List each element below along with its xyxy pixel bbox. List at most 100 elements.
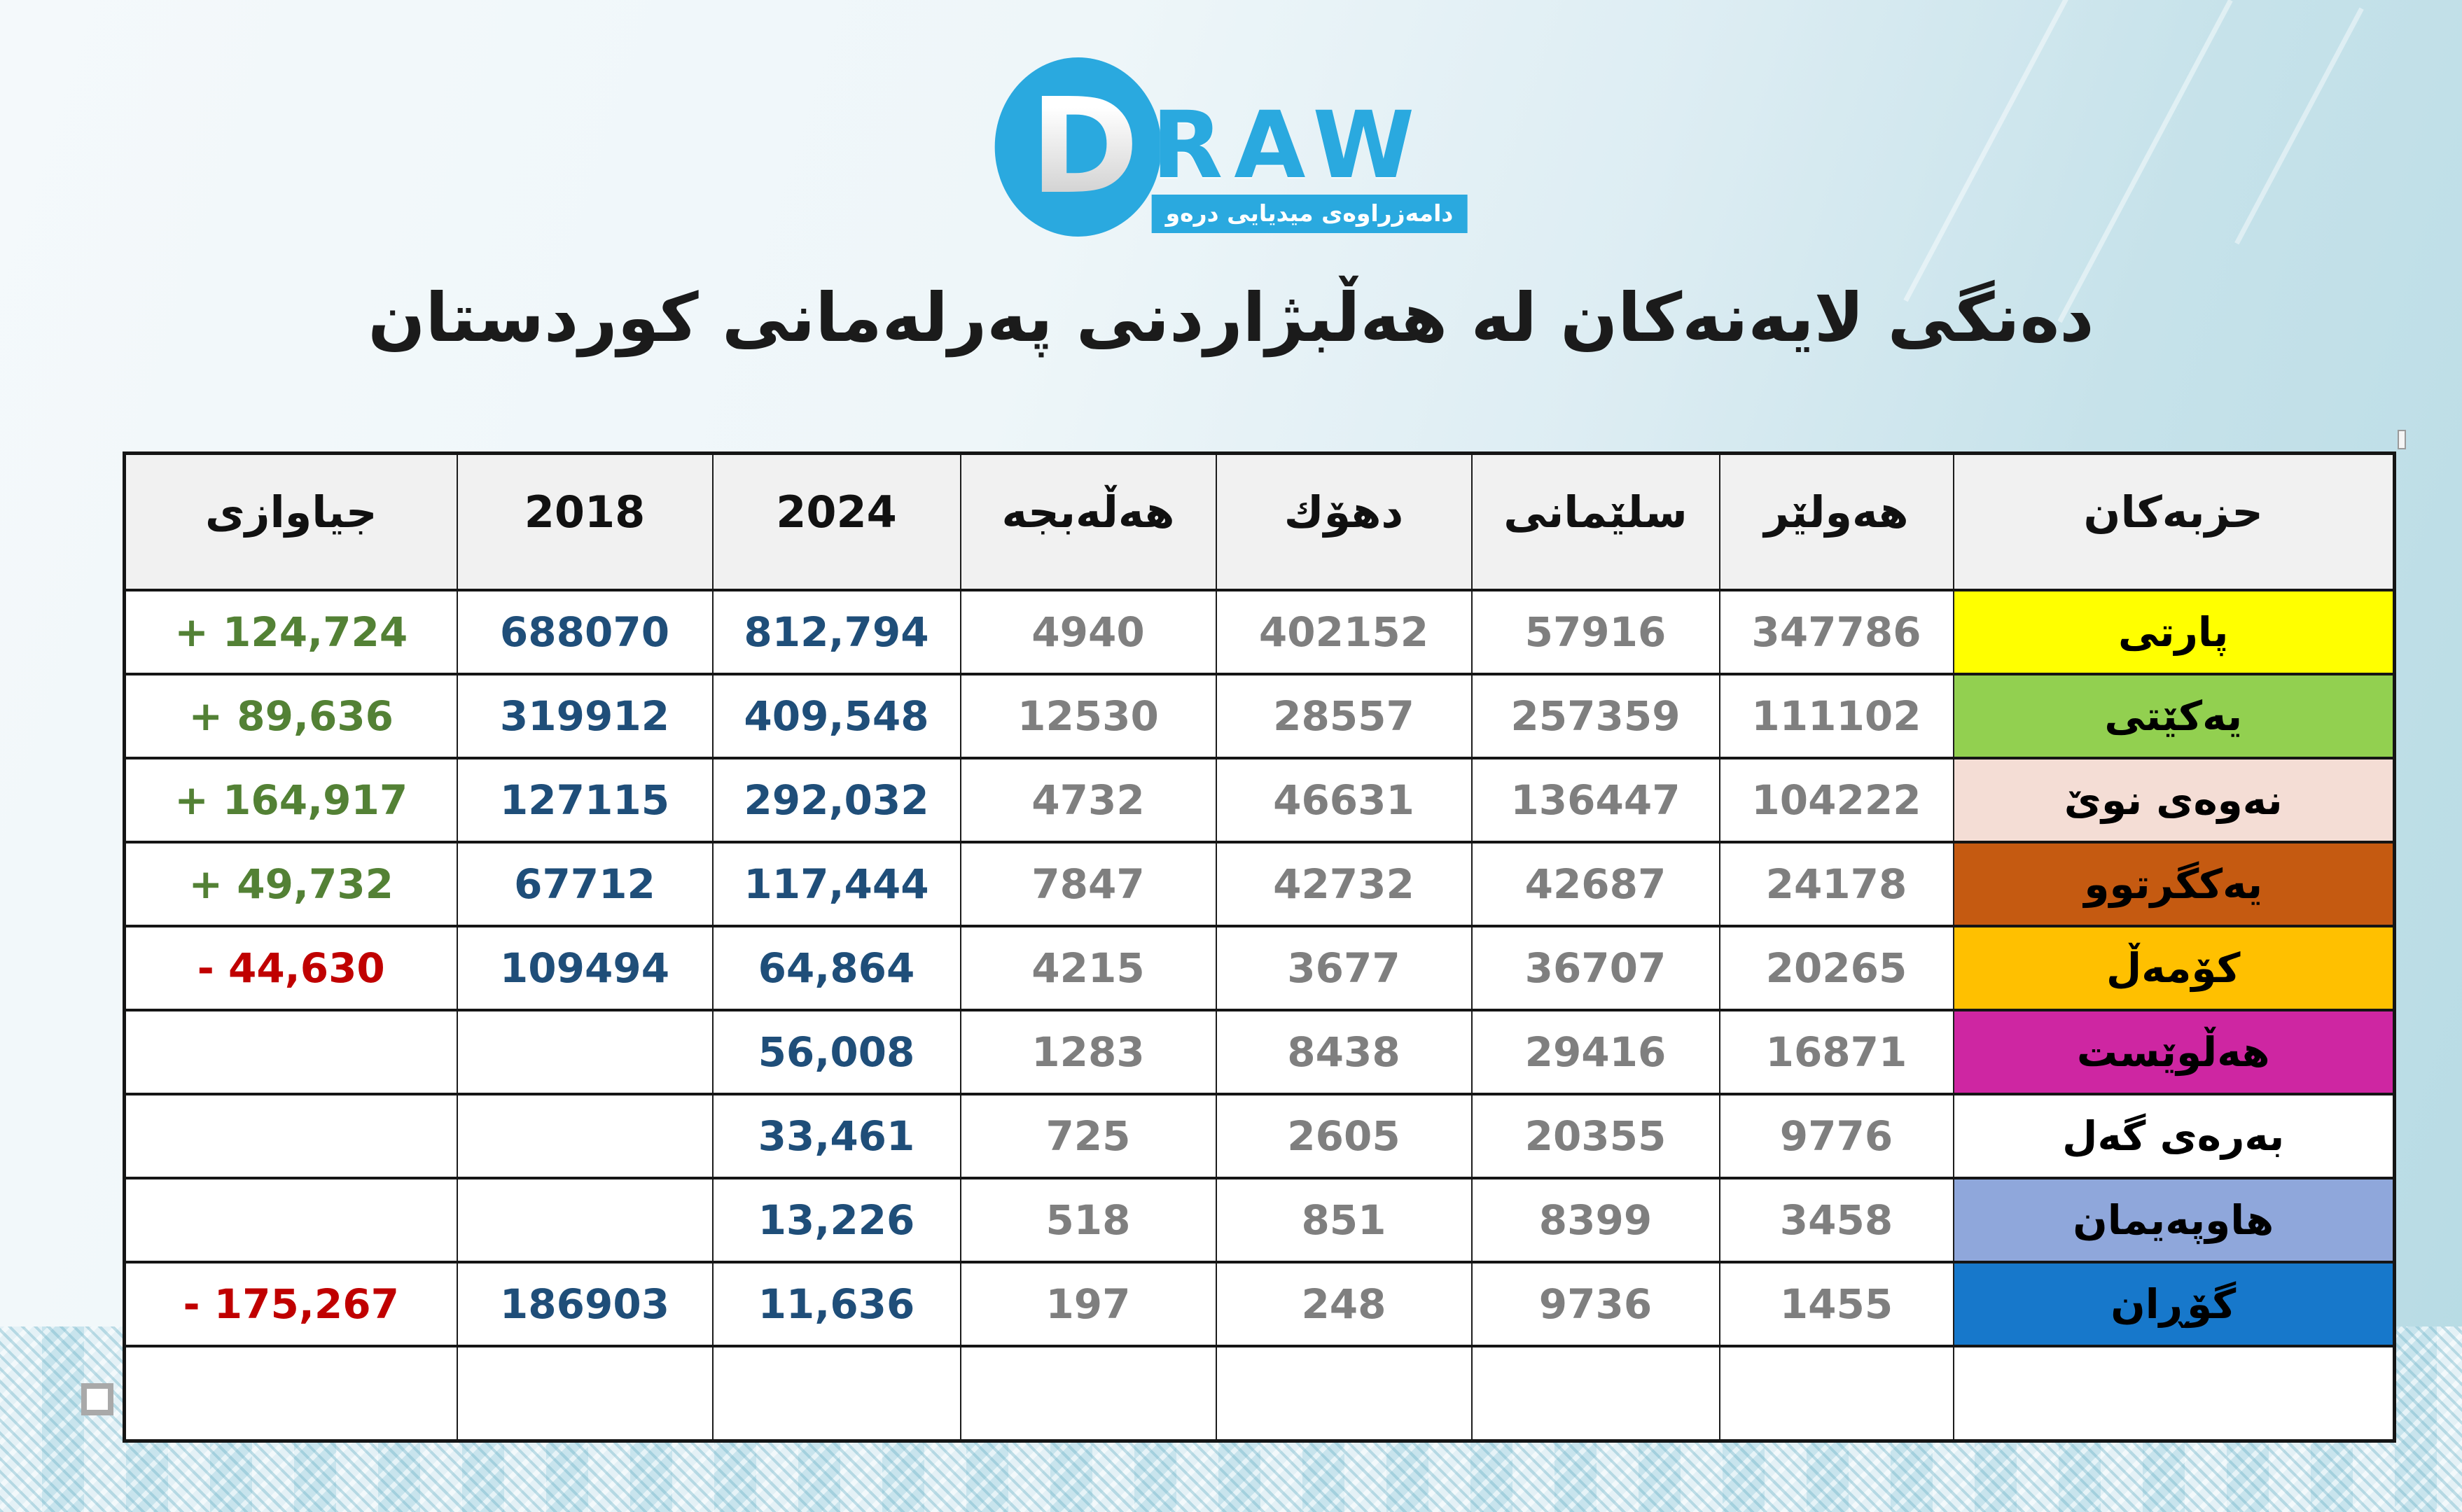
cell-erbil: 16871: [1718, 1009, 1954, 1096]
cell-erbil: 104222: [1718, 757, 1954, 844]
cell-halabja: 1283: [959, 1009, 1217, 1096]
table-row: 13,226 518 851 8399 3458 هاوپەیمان: [123, 1177, 2395, 1264]
cell-sulaymaniyah: [1470, 1345, 1720, 1442]
cursor-artifact: [2398, 430, 2406, 449]
table-row: + 164,917 127115 292,032 4732 46631 136447 104…: [123, 757, 2395, 844]
cell-duhok: 402152: [1215, 589, 1473, 676]
cell-party: یەکگرتوو: [1952, 841, 2395, 927]
cell-duhok: 851: [1215, 1177, 1473, 1264]
cell-2024: 11,636: [711, 1261, 961, 1348]
header-2018: 2018: [456, 451, 714, 592]
cell-erbil: [1718, 1345, 1954, 1442]
background-streak: [1903, 0, 2079, 302]
cell-difference: [123, 1009, 458, 1096]
cell-sulaymaniyah: 8399: [1470, 1177, 1720, 1264]
cell-2024: 64,864: [711, 925, 961, 1011]
cell-2024: 117,444: [711, 841, 961, 927]
cell-sulaymaniyah: 9736: [1470, 1261, 1720, 1348]
cell-halabja: 725: [959, 1093, 1217, 1180]
table-row: + 124,724 688070 812,794 4940 402152 57916 347…: [123, 589, 2395, 676]
cell-halabja: 7847: [959, 841, 1217, 927]
cell-halabja: 12530: [959, 673, 1217, 760]
logo-tagline: دامەزراوەی میدیایی درەو: [1151, 195, 1468, 233]
cell-difference: + 49,732: [123, 841, 458, 927]
cell-difference: [123, 1345, 458, 1442]
header-difference: جیاوازی: [123, 451, 458, 592]
cell-2018: [456, 1093, 714, 1180]
cell-party: پارتی: [1952, 589, 2395, 676]
cell-erbil: 111102: [1718, 673, 1954, 760]
cell-duhok: 28557: [1215, 673, 1473, 760]
cell-halabja: 4732: [959, 757, 1217, 844]
election-results-table: جیاوازی 2018 2024 هەڵەبجە دهۆك سلێمانی ه…: [123, 451, 2396, 1443]
cell-erbil: 347786: [1718, 589, 1954, 676]
cell-2024: 812,794: [711, 589, 961, 676]
cell-difference: - 44,630: [123, 925, 458, 1011]
cell-sulaymaniyah: 20355: [1470, 1093, 1720, 1180]
cell-erbil: 9776: [1718, 1093, 1954, 1180]
header-row: جیاوازی 2018 2024 هەڵەبجە دهۆك سلێمانی ه…: [123, 451, 2395, 592]
background-streak: [2057, 0, 2233, 323]
cell-party: نەوەی نوێ: [1952, 757, 2395, 844]
cell-2024: 56,008: [711, 1009, 961, 1096]
cell-party: هەڵوێست: [1952, 1009, 2395, 1096]
cell-sulaymaniyah: 257359: [1470, 673, 1720, 760]
table-row: + 89,636 319912 409,548 12530 28557 257359 111…: [123, 673, 2395, 760]
cell-sulaymaniyah: 136447: [1470, 757, 1720, 844]
cell-sulaymaniyah: 42687: [1470, 841, 1720, 927]
cell-duhok: 248: [1215, 1261, 1473, 1348]
cell-difference: [123, 1177, 458, 1264]
header-halabja: هەڵەبجە: [959, 451, 1217, 592]
draw-media-logo: D RAW دامەزراوەی میدیایی درەو: [994, 57, 1468, 237]
table-row: [123, 1345, 2395, 1442]
page-title: دەنگی لایەنەکان لە هەڵبژاردنی پەرلەمانی …: [368, 279, 2094, 357]
cell-2018: 67712: [456, 841, 714, 927]
cell-2018: [456, 1177, 714, 1264]
table-row: 56,008 1283 8438 29416 16871 هەڵوێست: [123, 1009, 2395, 1096]
cell-erbil: 24178: [1718, 841, 1954, 927]
header-sulaymaniyah: سلێمانی: [1470, 451, 1720, 592]
cell-party: [1952, 1345, 2395, 1442]
cell-duhok: 42732: [1215, 841, 1473, 927]
cell-party: یەکێتی: [1952, 673, 2395, 760]
cell-2018: 186903: [456, 1261, 714, 1348]
cell-duhok: 46631: [1215, 757, 1473, 844]
cell-halabja: [959, 1345, 1217, 1442]
cell-halabja: 4940: [959, 589, 1217, 676]
cell-difference: + 124,724: [123, 589, 458, 676]
cell-halabja: 197: [959, 1261, 1217, 1348]
cell-2024: 13,226: [711, 1177, 961, 1264]
logo-wordmark: RAW: [1151, 92, 1426, 200]
cell-2018: 127115: [456, 757, 714, 844]
corner-square: [81, 1383, 113, 1415]
cell-2024: [711, 1345, 961, 1442]
header-2024: 2024: [711, 451, 961, 592]
cell-party: کۆمەڵ: [1952, 925, 2395, 1011]
cell-2024: 33,461: [711, 1093, 961, 1180]
cell-2018: 109494: [456, 925, 714, 1011]
table-row: + 49,732 67712 117,444 7847 42732 42687 24178 ی…: [123, 841, 2395, 927]
cell-2024: 409,548: [711, 673, 961, 760]
cell-difference: - 175,267: [123, 1261, 458, 1348]
cell-party: هاوپەیمان: [1952, 1177, 2395, 1264]
header-erbil: هەولێر: [1718, 451, 1954, 592]
cell-duhok: 3677: [1215, 925, 1473, 1011]
background-streak: [2234, 7, 2364, 245]
table-row: - 44,630 109494 64,864 4215 3677 36707 20265 کۆ…: [123, 925, 2395, 1011]
cell-sulaymaniyah: 36707: [1470, 925, 1720, 1011]
cell-2018: [456, 1345, 714, 1442]
cell-2018: [456, 1009, 714, 1096]
cell-sulaymaniyah: 29416: [1470, 1009, 1720, 1096]
cell-party: گۆڕان: [1952, 1261, 2395, 1348]
cell-difference: [123, 1093, 458, 1180]
cell-erbil: 1455: [1718, 1261, 1954, 1348]
cell-duhok: 2605: [1215, 1093, 1473, 1180]
cell-sulaymaniyah: 57916: [1470, 589, 1720, 676]
cell-erbil: 3458: [1718, 1177, 1954, 1264]
cell-2024: 292,032: [711, 757, 961, 844]
cell-party: بەرەی گەل: [1952, 1093, 2395, 1180]
cell-difference: + 164,917: [123, 757, 458, 844]
table-row: 33,461 725 2605 20355 9776 بەرەی گەل: [123, 1093, 2395, 1180]
table-row: - 175,267 186903 11,636 197 248 9736 1455 گۆڕان: [123, 1261, 2395, 1348]
cell-2018: 319912: [456, 673, 714, 760]
